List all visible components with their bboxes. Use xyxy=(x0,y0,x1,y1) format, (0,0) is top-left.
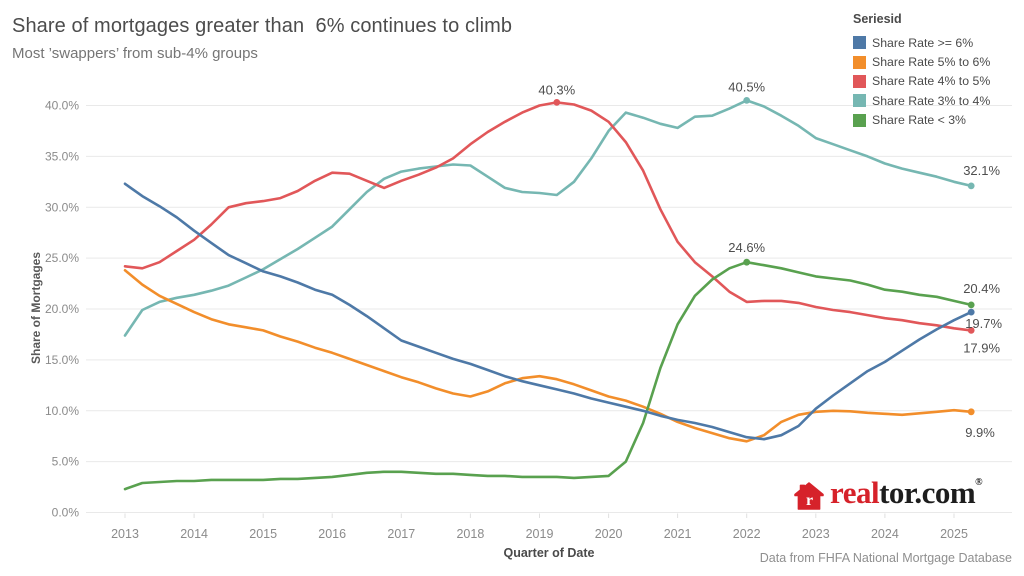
x-axis-title: Quarter of Date xyxy=(503,546,595,560)
annotation-dot[interactable] xyxy=(743,258,751,266)
legend-swatch-icon xyxy=(853,74,866,88)
y-tick-label: 20.0% xyxy=(45,302,79,316)
x-tick-label: 2019 xyxy=(526,527,554,541)
realtor-logo-text: realtor.com® xyxy=(830,466,983,510)
x-tick-label: 2016 xyxy=(318,527,346,541)
legend-item-label: Share Rate 3% to 4% xyxy=(872,93,991,108)
page-subtitle: Most ’swappers’ from sub-4% groups xyxy=(12,45,258,62)
x-tick-label: 2013 xyxy=(111,527,139,541)
y-tick-label: 30.0% xyxy=(45,200,79,214)
annotation-label: 40.3% xyxy=(538,82,575,97)
legend-item-label: Share Rate 5% to 6% xyxy=(872,55,991,70)
annotation-label: 40.5% xyxy=(728,79,765,94)
legend-item-4[interactable]: Share Rate 3% to 4% xyxy=(853,91,1021,110)
x-tick-label: 2014 xyxy=(180,527,208,541)
series-line-4[interactable] xyxy=(123,260,973,491)
legend-item-label: Share Rate 4% to 5% xyxy=(872,74,991,89)
annotation-dot[interactable] xyxy=(553,99,561,106)
series-line-2[interactable] xyxy=(123,101,973,332)
legend-item-1[interactable]: Share Rate >= 6% xyxy=(853,33,1021,52)
annotation-label: 24.6% xyxy=(728,240,765,255)
series-end-dot-3[interactable] xyxy=(967,182,975,190)
legend-item-3[interactable]: Share Rate 4% to 5% xyxy=(853,72,1021,91)
series-end-dot-0[interactable] xyxy=(967,308,975,316)
series-line-1[interactable] xyxy=(123,268,973,443)
x-tick-label: 2018 xyxy=(456,527,484,541)
x-tick-label: 2015 xyxy=(249,527,277,541)
legend-items: Share Rate >= 6% Share Rate 5% to 6% Share… xyxy=(853,33,1021,130)
annotation-label: 19.7% xyxy=(965,316,1002,331)
legend-swatch-icon xyxy=(853,55,866,69)
x-tick-label: 2017 xyxy=(387,527,415,541)
realtor-logo: r realtor.com® xyxy=(794,466,983,510)
x-tick-label: 2024 xyxy=(871,527,899,541)
registered-mark: ® xyxy=(975,477,983,488)
annotation-label: 32.1% xyxy=(963,163,1000,178)
series-end-dot-4[interactable] xyxy=(967,301,975,309)
legend-item-2[interactable]: Share Rate 5% to 6% xyxy=(853,52,1021,71)
annotation-dot[interactable] xyxy=(743,97,751,104)
legend-item-label: Share Rate >= 6% xyxy=(872,35,974,50)
annotation-label: 17.9% xyxy=(963,340,1000,355)
logo-text-real: real xyxy=(830,475,880,510)
x-tick-label: 2022 xyxy=(733,527,761,541)
page-title: Share of mortgages greater than 6% conti… xyxy=(12,15,513,37)
legend-swatch-icon xyxy=(853,113,866,127)
series-line-3[interactable] xyxy=(123,99,973,337)
x-tick-label: 2025 xyxy=(940,527,968,541)
attribution-text: Data from FHFA National Mortgage Databas… xyxy=(759,551,1012,565)
annotation-label: 9.9% xyxy=(965,425,995,440)
x-tick-label: 2021 xyxy=(664,527,692,541)
series-end-dot-2[interactable] xyxy=(967,327,975,334)
y-tick-label: 35.0% xyxy=(45,149,79,163)
logo-text-rest: tor.com xyxy=(879,475,976,510)
y-tick-label: 5.0% xyxy=(52,455,80,469)
x-tick-label: 2023 xyxy=(802,527,830,541)
x-tick-label: 2020 xyxy=(595,527,623,541)
y-tick-label: 0.0% xyxy=(52,506,80,520)
realtor-house-icon: r xyxy=(794,482,824,510)
legend-item-label: Share Rate < 3% xyxy=(872,113,966,128)
legend-swatch-icon xyxy=(853,94,866,108)
legend-swatch-icon xyxy=(853,36,866,50)
legend: Seriesid Share Rate >= 6% Share Rate 5% t… xyxy=(853,12,1021,130)
legend-title: Seriesid xyxy=(853,12,902,26)
y-tick-label: 40.0% xyxy=(45,99,79,113)
y-tick-label: 10.0% xyxy=(45,404,79,418)
y-tick-label: 25.0% xyxy=(45,251,79,265)
legend-item-5[interactable]: Share Rate < 3% xyxy=(853,111,1021,130)
annotation-label: 20.4% xyxy=(963,281,1000,296)
y-axis-title: Share of Mortgages xyxy=(29,251,43,365)
y-tick-label: 15.0% xyxy=(45,353,79,367)
series-line-0[interactable] xyxy=(123,182,973,441)
svg-text:r: r xyxy=(806,492,813,509)
series-end-dot-1[interactable] xyxy=(967,408,975,416)
